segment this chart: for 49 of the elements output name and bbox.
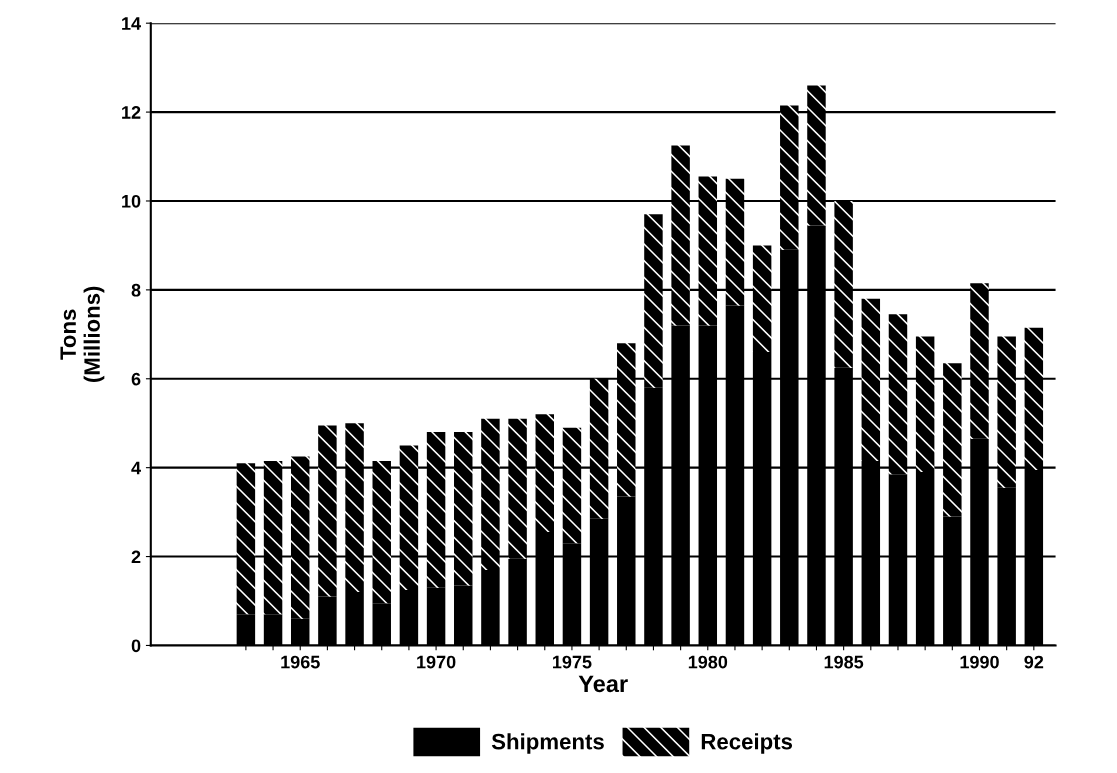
bar — [807, 85, 826, 226]
bar — [318, 425, 337, 597]
bar — [263, 461, 283, 615]
bar — [698, 176, 718, 326]
bar — [372, 461, 391, 604]
legend-label: Shipments — [491, 733, 604, 754]
bar — [644, 214, 663, 388]
y-tick-label: 10 — [122, 194, 141, 208]
x-tick-label: 1985 — [824, 655, 864, 669]
bar — [915, 336, 935, 473]
bar — [399, 445, 419, 590]
y-tick-label: 14 — [122, 17, 141, 30]
bar — [861, 298, 881, 461]
y-axis-title: Tons (Millions) — [60, 286, 105, 382]
bar — [589, 378, 609, 519]
y-tick-label: 6 — [131, 372, 141, 386]
bar — [752, 245, 772, 353]
bar — [997, 336, 1016, 488]
bar — [290, 456, 310, 619]
x-tick-label: 1980 — [688, 655, 728, 669]
bar — [236, 463, 256, 615]
bar — [780, 105, 799, 250]
x-tick-label: 1965 — [281, 655, 320, 669]
x-axis-title: Year — [578, 675, 628, 693]
y-tick-label: 2 — [131, 550, 141, 564]
y-tick-label: 4 — [131, 461, 141, 475]
bar — [888, 314, 908, 475]
x-tick-label: 92 — [1024, 655, 1044, 669]
bar — [943, 363, 962, 517]
x-tick-label: 1990 — [960, 655, 999, 669]
bar — [562, 427, 582, 544]
y-tick-label: 8 — [131, 283, 141, 297]
y-tick-label: 0 — [131, 639, 141, 653]
y-tick-label: 12 — [122, 106, 141, 119]
bar — [834, 200, 853, 368]
bar — [671, 145, 690, 326]
bar — [617, 343, 636, 497]
bar — [508, 418, 527, 559]
bar — [725, 178, 745, 306]
bar — [970, 283, 989, 439]
bar — [1024, 327, 1044, 470]
bar — [426, 432, 446, 588]
bar — [345, 423, 364, 593]
x-tick-label: 1970 — [417, 655, 456, 669]
bar — [481, 418, 500, 570]
bar — [454, 432, 473, 586]
bar — [535, 414, 554, 533]
x-tick-label: 1975 — [552, 655, 592, 669]
legend-label: Receipts — [701, 733, 793, 754]
